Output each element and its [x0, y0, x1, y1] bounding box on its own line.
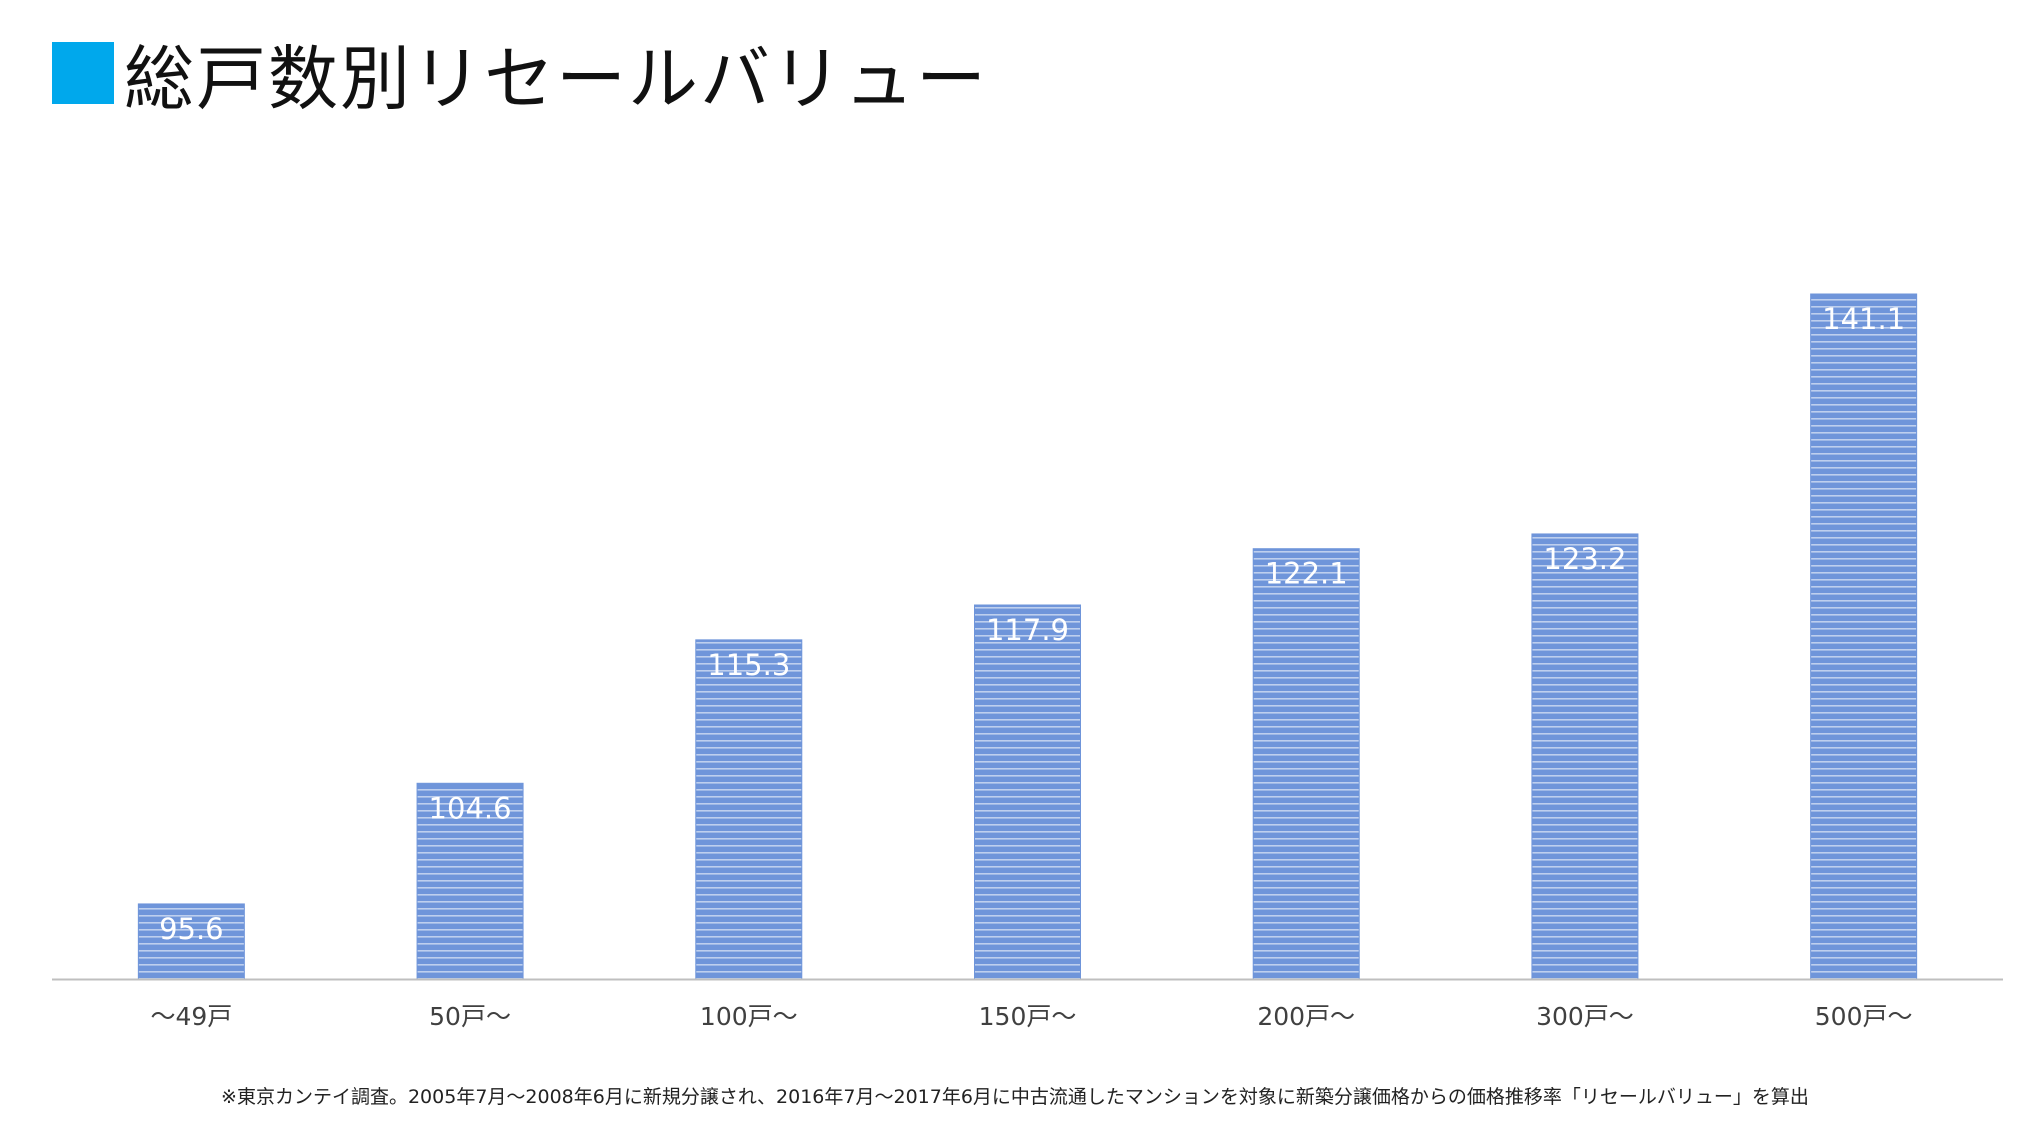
bar-4 [1252, 548, 1360, 980]
bar-2 [695, 639, 803, 980]
data-label-4: 122.1 [1265, 557, 1348, 591]
category-label-4: 200戸～ [1257, 1002, 1355, 1031]
category-label-0: ～49戸 [150, 1002, 232, 1031]
labels-layer: 95.6 ～49戸 104.6 50戸～ 115.3 100戸～ 117.9 150戸～ 122… [150, 302, 1912, 1031]
bars-layer [137, 293, 1918, 980]
bar-5 [1531, 533, 1639, 980]
category-label-3: 150戸～ [979, 1002, 1077, 1031]
category-label-1: 50戸～ [429, 1002, 511, 1031]
data-label-5: 123.2 [1543, 542, 1626, 576]
title-square-icon [52, 42, 114, 104]
data-label-2: 115.3 [707, 648, 790, 682]
data-label-3: 117.9 [986, 613, 1069, 647]
data-label-1: 104.6 [429, 791, 512, 825]
chart-title: 総戸数別リセールバリュー [124, 37, 988, 120]
bar-3 [974, 604, 1081, 980]
footnote: ※東京カンテイ調査。2005年7月～2008年6月に新規分譲され、2016年7月… [221, 1086, 1809, 1108]
data-label-6: 141.1 [1822, 302, 1905, 336]
title-area: 総戸数別リセールバリュー [52, 18, 988, 128]
bar-1 [416, 782, 524, 980]
bar-6 [1810, 293, 1918, 980]
category-label-5: 300戸～ [1536, 1002, 1634, 1031]
category-label-6: 500戸～ [1815, 1002, 1913, 1031]
data-label-0: 95.6 [159, 912, 224, 946]
category-label-2: 100戸～ [700, 1002, 798, 1031]
